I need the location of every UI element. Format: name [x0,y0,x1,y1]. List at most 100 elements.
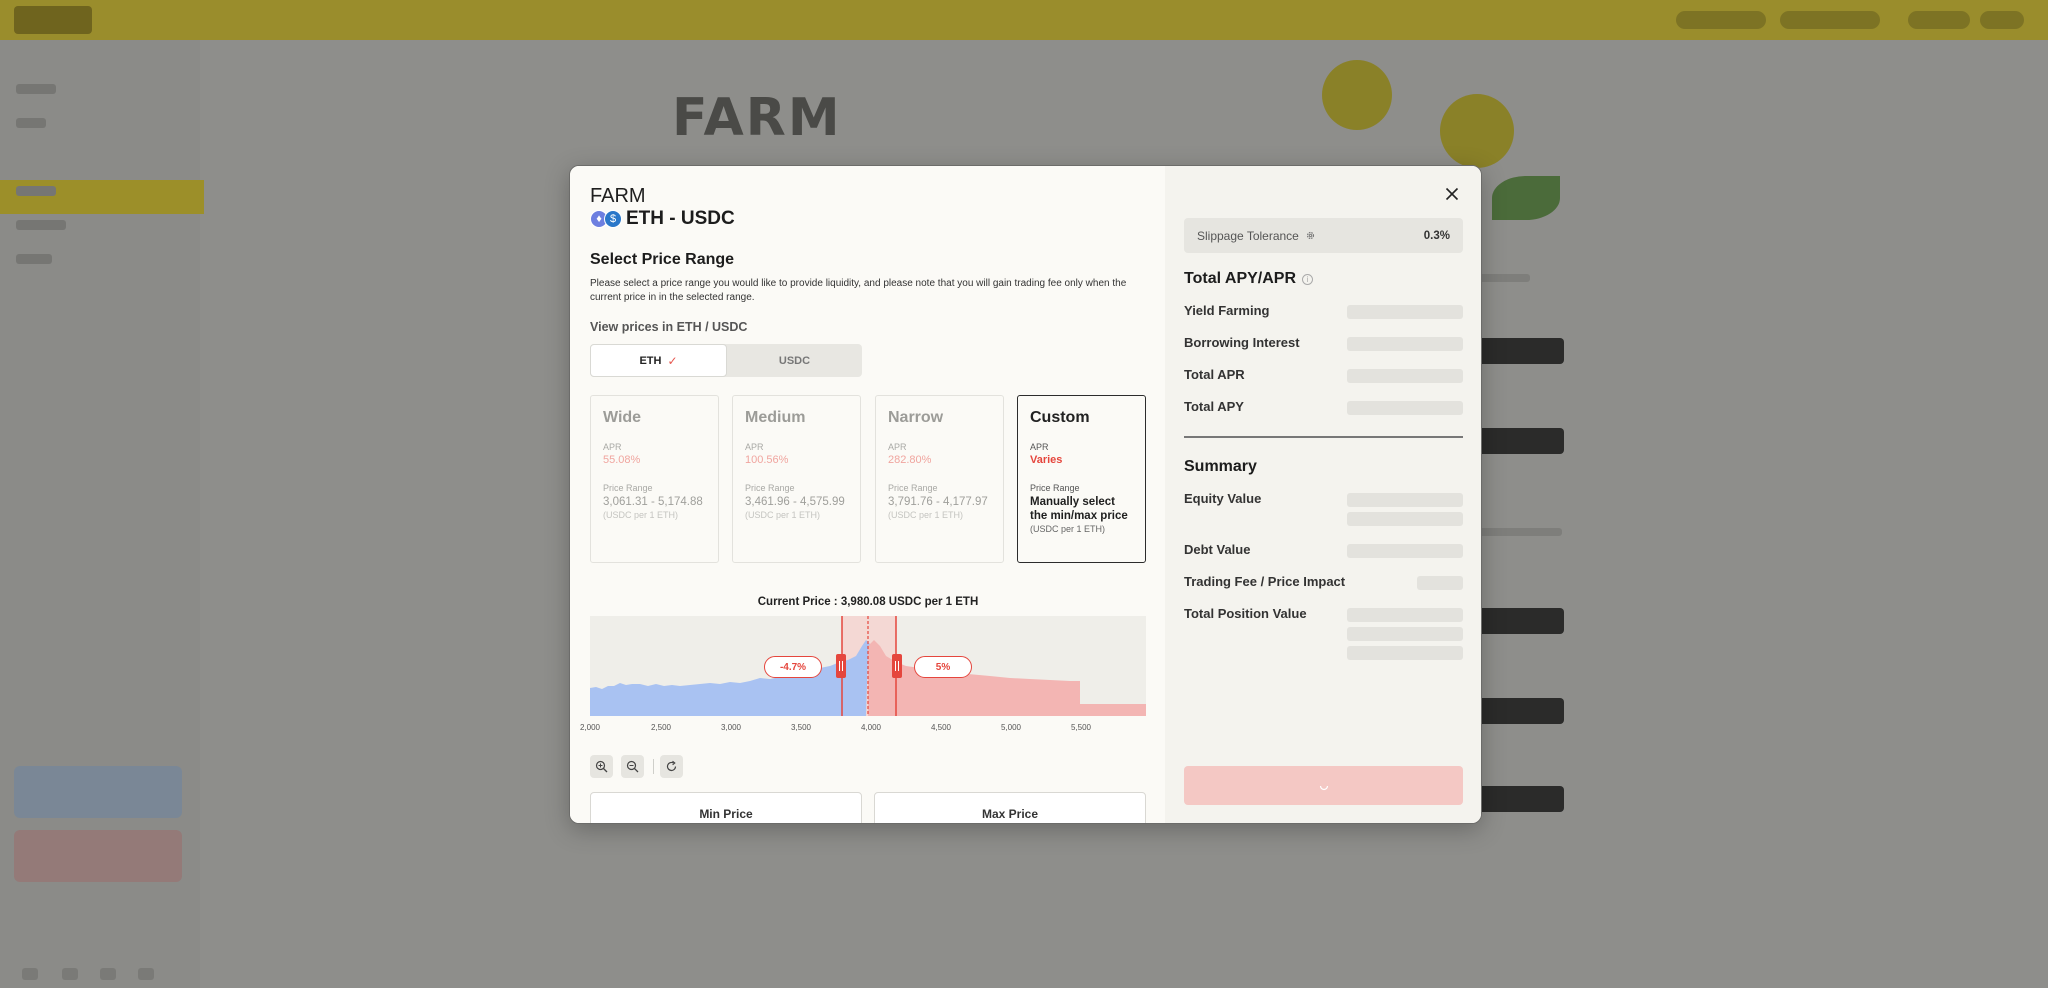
min-price-input[interactable]: Min Price [590,792,862,823]
check-icon: ✓ [667,353,678,368]
borrowing-interest-label: Borrowing Interest [1184,335,1300,350]
liquidity-chart[interactable] [590,616,1146,716]
refresh-icon [666,760,677,772]
yield-farming-label: Yield Farming [1184,303,1270,318]
bg-farm-button[interactable] [1470,338,1564,364]
modal-farm-label: FARM [590,185,646,207]
social-icon[interactable] [22,968,38,980]
coin-illustration [1440,94,1514,168]
chart-tick: 4,000 [860,723,882,732]
max-price-input[interactable]: Max Price [874,792,1146,823]
social-icon[interactable] [62,968,78,980]
zoom-out-button[interactable] [621,755,644,778]
sidebar-item[interactable] [16,254,52,264]
total-position-value-label: Total Position Value [1184,606,1307,621]
close-icon [1445,187,1459,201]
app-logo[interactable] [14,6,92,34]
chart-tick: 4,500 [930,723,952,732]
social-icon[interactable] [138,968,154,980]
slippage-value: 0.3% [1423,229,1450,242]
bg-farm-button[interactable] [1470,608,1564,634]
leaf-illustration [1492,176,1560,220]
zoom-in-icon [595,760,608,773]
usdc-icon: $ [604,210,622,228]
chart-tick: 5,500 [1070,723,1092,732]
app-header [0,0,2048,40]
total-position-value-secondary [1347,627,1463,641]
equity-value [1347,493,1463,507]
summary-title: Summary [1184,458,1257,475]
confirm-farm-button[interactable] [1184,766,1463,805]
debt-value [1347,544,1463,558]
total-apr-value [1347,369,1463,383]
section-divider [1184,436,1463,438]
range-card-medium[interactable]: Medium APR 100.56% Price Range 3,461.96 … [732,395,861,563]
bg-farm-title: FARM [672,88,842,148]
bg-farm-button[interactable] [1470,428,1564,454]
borrowing-interest-value [1347,337,1463,351]
min-range-handle [836,654,846,678]
total-position-value-tertiary [1347,646,1463,660]
equity-value-secondary [1347,512,1463,526]
close-button[interactable] [1442,184,1462,204]
bg-farm-button[interactable] [1470,698,1564,724]
zoom-divider [653,759,654,774]
toggle-eth-button[interactable]: ETH ✓ [590,344,727,377]
yield-farming-value [1347,305,1463,319]
range-card-narrow[interactable]: Narrow APR 282.80% Price Range 3,791.76 … [875,395,1004,563]
total-apy-value [1347,401,1463,415]
max-range-percent: 5% [914,656,972,678]
chart-tick: 5,000 [1000,723,1022,732]
liquidity-area-above [868,640,1146,716]
select-price-range-title: Select Price Range [590,251,735,268]
range-card-custom[interactable]: Custom APR Varies Price Range Manually s… [1017,395,1146,563]
promo-banner[interactable] [14,830,182,882]
liquidity-chart-svg [590,616,1146,716]
slippage-tolerance-setting[interactable]: Slippage Tolerance 0.3% [1184,218,1463,253]
sidebar-item[interactable] [16,220,66,230]
social-icon[interactable] [100,968,116,980]
toggle-usdc-button[interactable]: USDC [778,354,811,367]
app-sidebar [0,40,204,988]
zoom-out-icon [626,760,639,773]
total-apy-apr-title: Total APY/APR i [1184,270,1314,288]
view-prices-label: View prices in ETH / USDC [590,320,748,334]
slippage-label: Slippage Tolerance [1197,228,1299,243]
header-balance [1676,11,1766,29]
position-details-pane: Slippage Tolerance 0.3% Total APY/APR i … [1165,166,1481,823]
trading-fee-label: Trading Fee / Price Impact [1184,574,1346,589]
loading-spinner-icon [1319,785,1328,790]
total-apr-label: Total APR [1184,367,1245,382]
sidebar-item[interactable] [16,186,56,196]
chart-tick: 3,000 [720,723,742,732]
sidebar-item-active[interactable] [0,180,204,214]
gear-icon[interactable] [1305,230,1316,241]
chart-tick: 2,500 [650,723,672,732]
network-selector[interactable] [1780,11,1880,29]
info-icon[interactable]: i [1302,273,1314,285]
price-range-pane: FARM ♦ $ ETH - USDC Select Price Range P… [570,166,1165,823]
bg-farm-button[interactable] [1470,786,1564,812]
price-unit-toggle: ETH ✓ USDC [590,344,862,377]
min-range-percent: -4.7% [764,656,822,678]
debt-value-label: Debt Value [1184,542,1251,557]
total-apy-label: Total APY [1184,399,1244,414]
chart-tick: 3,500 [790,723,812,732]
equity-value-label: Equity Value [1184,491,1262,506]
liquidity-area-below [590,640,870,716]
promo-banner[interactable] [14,766,182,818]
trading-fee-value [1417,576,1463,590]
language-selector[interactable] [1980,11,2024,29]
total-position-value [1347,608,1463,622]
max-range-handle [892,654,902,678]
wallet-button[interactable] [1908,11,1970,29]
sidebar-item[interactable] [16,84,56,94]
sidebar-item[interactable] [16,118,46,128]
bg-row-text [1470,528,1562,536]
reset-zoom-button[interactable] [660,755,683,778]
range-card-wide[interactable]: Wide APR 55.08% Price Range 3,061.31 - 5… [590,395,719,563]
chart-tick: 2,000 [579,723,601,732]
zoom-in-button[interactable] [590,755,613,778]
coin-illustration [1322,60,1392,130]
farm-position-modal: FARM ♦ $ ETH - USDC Select Price Range P… [569,165,1482,824]
